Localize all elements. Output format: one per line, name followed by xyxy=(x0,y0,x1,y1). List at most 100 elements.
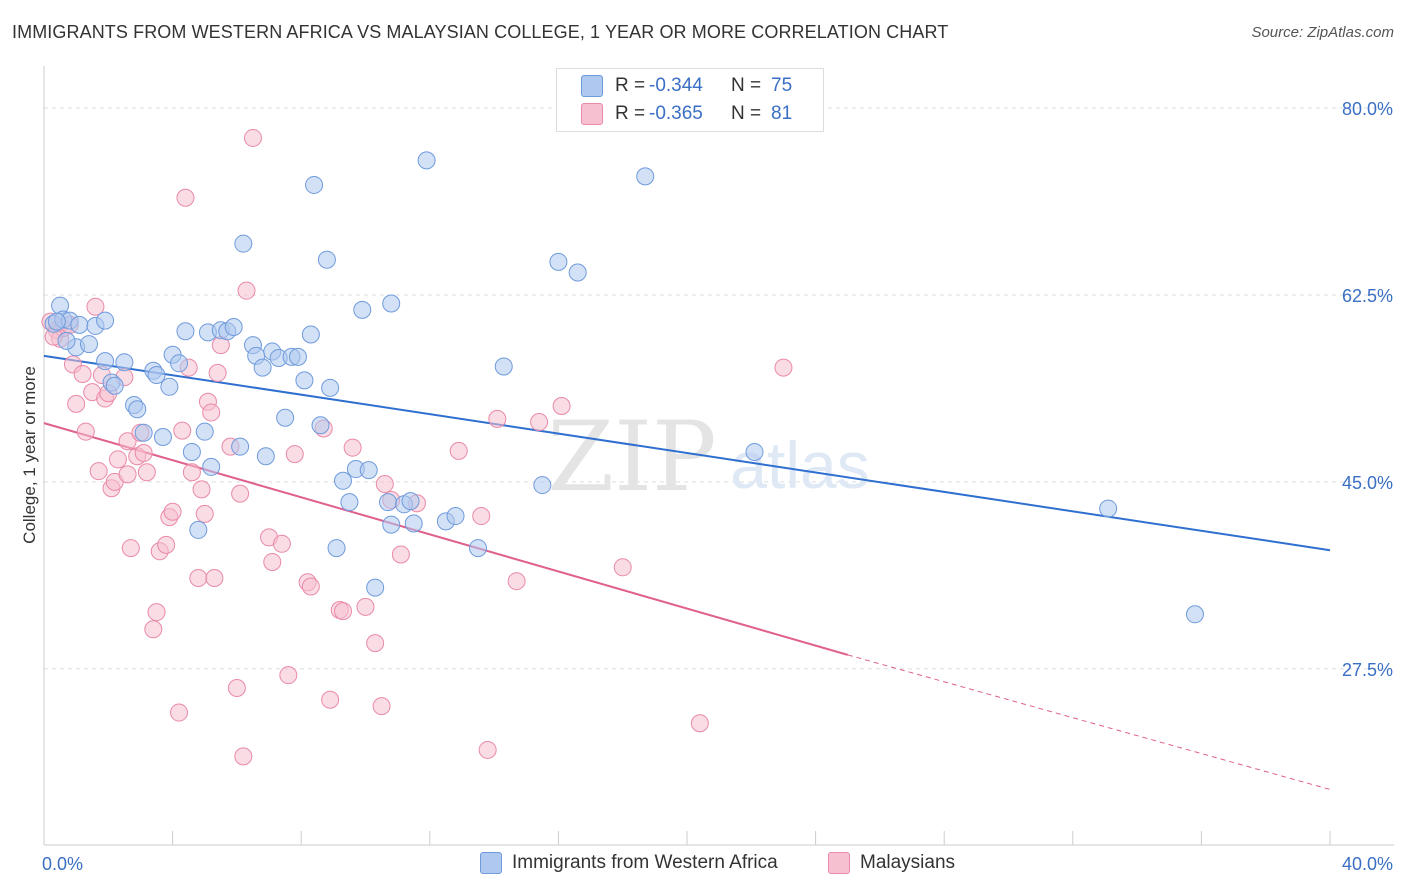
y-axis-label: College, 1 year or more xyxy=(20,366,39,544)
data-point-immigrants xyxy=(176,322,195,341)
data-point-malaysians xyxy=(613,558,632,577)
legend-swatch-pink xyxy=(581,103,603,125)
data-point-malaysians xyxy=(333,602,352,621)
legend-row-pink: R = -0.365 N = 81 xyxy=(581,102,792,126)
data-point-immigrants xyxy=(288,347,307,366)
data-point-malaysians xyxy=(391,545,410,564)
legend-n-value: 81 xyxy=(771,103,793,124)
legend-n-value: 75 xyxy=(771,75,793,96)
series-immigrants-western-africa xyxy=(44,151,1204,624)
trend-line-malaysians xyxy=(43,422,849,656)
data-point-malaysians xyxy=(163,502,182,521)
data-point-malaysians xyxy=(243,128,262,147)
data-point-malaysians xyxy=(189,568,208,587)
trend-line-malaysians-extrapolated xyxy=(847,654,1331,790)
data-point-immigrants xyxy=(182,442,201,461)
data-point-immigrants xyxy=(404,514,423,533)
data-point-malaysians xyxy=(279,666,298,685)
data-point-malaysians xyxy=(234,747,253,766)
watermark-atlas: atlas xyxy=(730,428,869,502)
x-tick-label: 0.0% xyxy=(42,854,83,874)
data-point-immigrants xyxy=(80,335,99,354)
data-point-immigrants xyxy=(202,457,221,476)
data-point-malaysians xyxy=(343,438,362,457)
data-point-immigrants xyxy=(234,234,253,253)
data-point-malaysians xyxy=(690,714,709,733)
data-point-malaysians xyxy=(237,281,256,300)
data-point-malaysians xyxy=(170,703,189,722)
data-point-malaysians xyxy=(202,403,221,422)
data-point-immigrants xyxy=(96,311,115,330)
data-point-malaysians xyxy=(108,450,127,469)
data-point-immigrants xyxy=(401,492,420,511)
data-point-malaysians xyxy=(208,363,227,382)
data-point-immigrants xyxy=(359,461,378,480)
data-point-immigrants xyxy=(311,416,330,435)
data-point-immigrants xyxy=(382,515,401,534)
bottom-legend-label-blue: Immigrants from Western Africa xyxy=(512,852,778,873)
data-point-malaysians xyxy=(121,539,140,558)
legend-r-label: R = xyxy=(615,103,646,124)
data-point-malaysians xyxy=(118,465,137,484)
data-point-malaysians xyxy=(147,603,166,622)
data-point-immigrants xyxy=(128,400,147,419)
data-point-immigrants xyxy=(70,315,89,334)
tick-labels: 27.5% 45.0% 62.5% 80.0% 0.0% 40.0% xyxy=(42,99,1393,874)
y-tick-label: 80.0% xyxy=(1342,99,1393,119)
data-point-immigrants xyxy=(170,354,189,373)
data-point-immigrants xyxy=(253,358,272,377)
data-point-immigrants xyxy=(195,422,214,441)
data-point-malaysians xyxy=(301,577,320,596)
data-point-immigrants xyxy=(57,331,76,350)
data-point-malaysians xyxy=(231,484,250,503)
watermark: ZIP atlas xyxy=(547,401,869,513)
data-point-malaysians xyxy=(366,634,385,653)
data-point-immigrants xyxy=(533,476,552,495)
data-point-immigrants xyxy=(147,366,166,385)
data-point-malaysians xyxy=(285,445,304,464)
data-point-malaysians xyxy=(157,535,176,554)
data-point-malaysians xyxy=(472,507,491,526)
bottom-legend-label-pink: Malaysians xyxy=(860,852,956,873)
data-point-malaysians xyxy=(195,504,214,523)
legend-r-label: R = xyxy=(615,75,646,96)
data-point-immigrants xyxy=(276,408,295,427)
data-point-immigrants xyxy=(105,376,124,395)
trend-lines xyxy=(43,354,1331,790)
data-point-malaysians xyxy=(263,552,282,571)
bottom-legend-item-pink: Malaysians xyxy=(828,852,955,874)
y-tick-label: 45.0% xyxy=(1342,473,1393,493)
data-point-malaysians xyxy=(67,394,86,413)
y-tick-label: 27.5% xyxy=(1342,660,1393,680)
data-point-immigrants xyxy=(469,539,488,558)
data-point-malaysians xyxy=(488,409,507,428)
data-point-malaysians xyxy=(372,697,391,716)
data-point-malaysians xyxy=(774,358,793,377)
data-point-immigrants xyxy=(96,352,115,371)
data-point-malaysians xyxy=(134,444,153,463)
data-point-immigrants xyxy=(446,507,465,526)
axes xyxy=(43,66,1394,846)
x-tick-label: 40.0% xyxy=(1342,854,1393,874)
legend-r-value: -0.365 xyxy=(649,103,703,124)
data-point-immigrants xyxy=(745,442,764,461)
source-note: Source: ZipAtlas.com xyxy=(1251,24,1394,41)
data-point-immigrants xyxy=(47,312,66,331)
data-point-immigrants xyxy=(134,423,153,442)
data-point-immigrants xyxy=(382,294,401,313)
y-tick-label: 62.5% xyxy=(1342,286,1393,306)
bottom-legend-swatch-blue xyxy=(480,852,502,874)
data-point-malaysians xyxy=(321,690,340,709)
trend-line-immigrants xyxy=(43,354,1331,552)
legend-n-label: N = xyxy=(731,75,762,96)
data-point-malaysians xyxy=(144,620,163,639)
data-point-immigrants xyxy=(317,250,336,269)
legend-swatch-blue xyxy=(581,75,603,97)
data-point-immigrants xyxy=(333,471,352,490)
data-point-malaysians xyxy=(176,188,195,207)
data-point-immigrants xyxy=(494,357,513,376)
data-point-malaysians xyxy=(227,678,246,697)
data-point-immigrants xyxy=(1099,499,1118,518)
data-point-malaysians xyxy=(137,463,156,482)
